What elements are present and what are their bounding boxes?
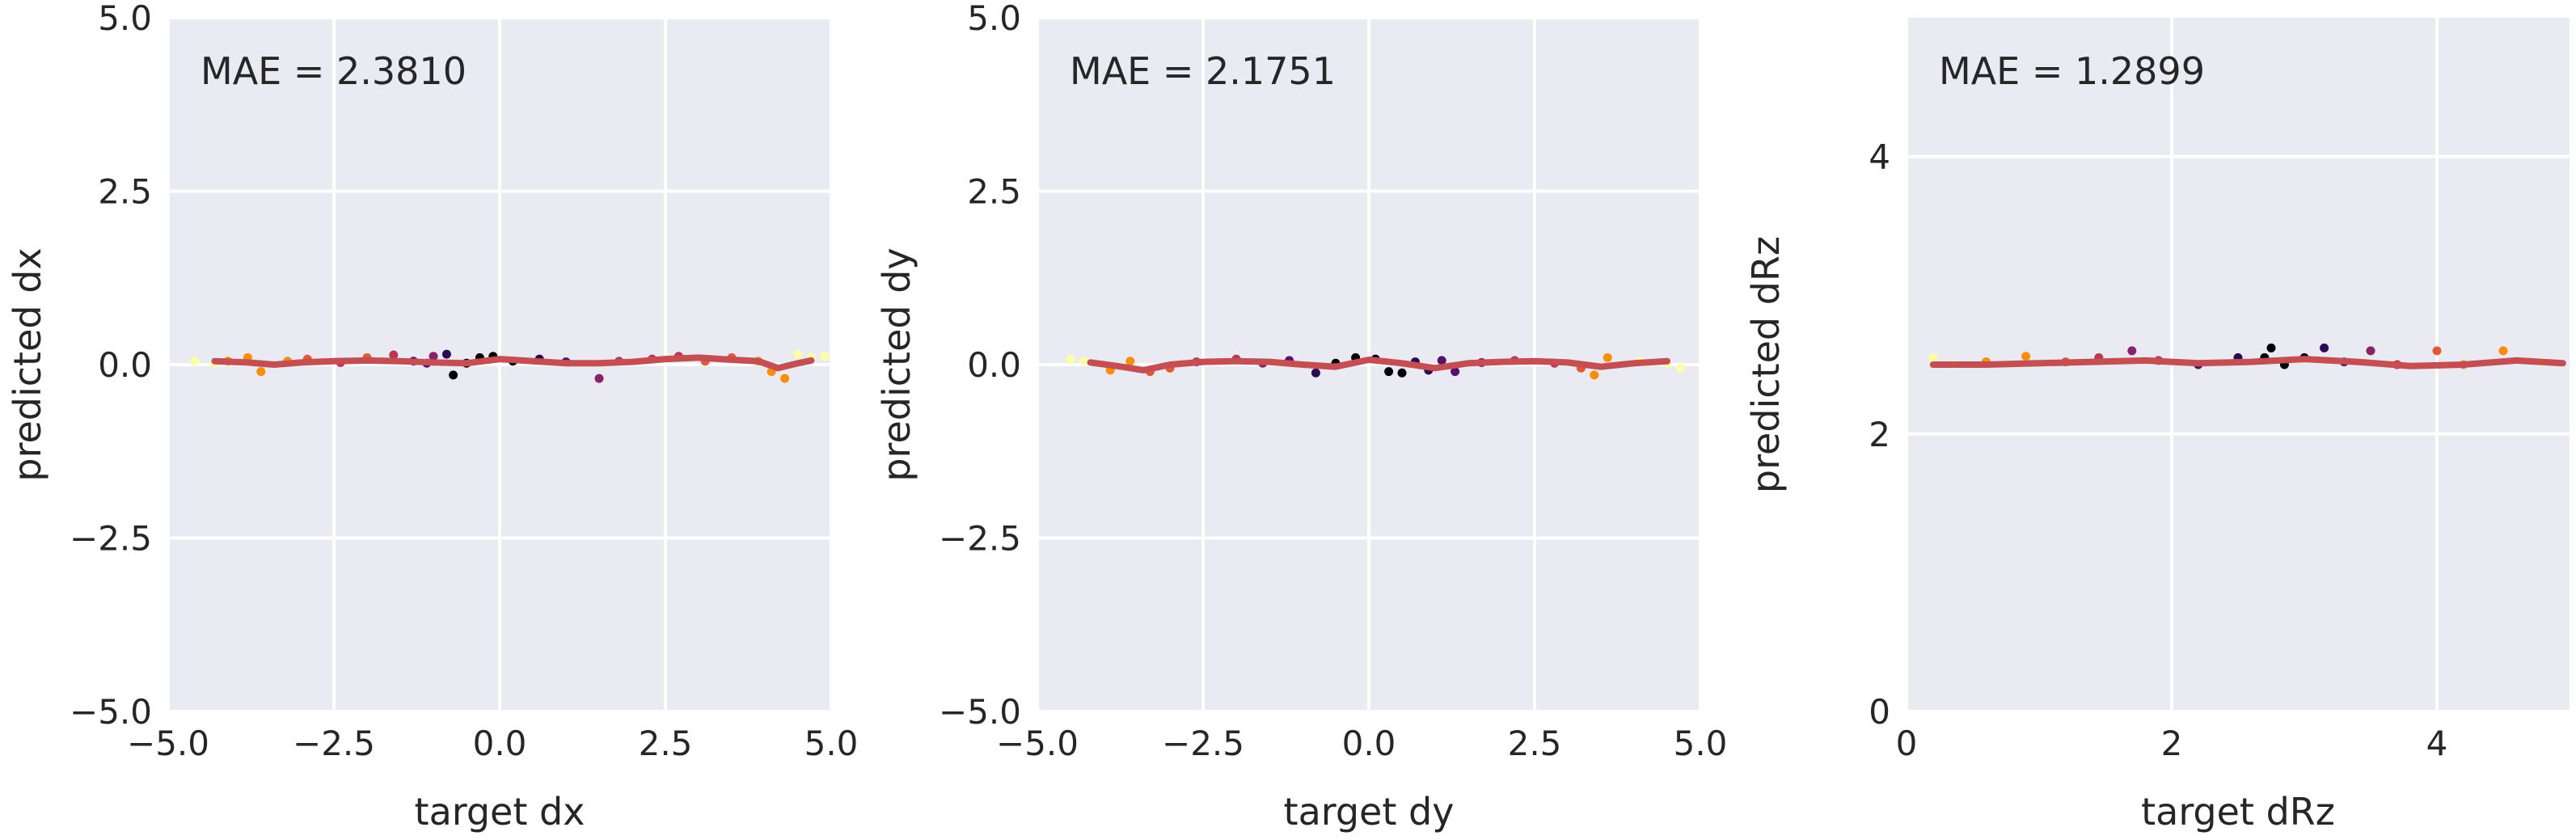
mae-annotation: MAE = 2.1751 [1070, 49, 1336, 93]
x-tick-label: 2.5 [1508, 724, 1562, 763]
scatter-point [1311, 368, 1320, 378]
mae-annotation: MAE = 1.2899 [1939, 49, 2205, 93]
trend-line [1087, 357, 1670, 374]
y-axis-label: predicted dRz [1744, 236, 1788, 493]
scatter-point [1079, 357, 1088, 366]
scatter-point [389, 350, 399, 360]
scatter-point [2127, 346, 2137, 356]
scatter-point [1384, 367, 1394, 377]
y-tick-label: −5.0 [70, 692, 152, 732]
scatter-point [1603, 352, 1612, 362]
scatter-point [793, 349, 803, 359]
scatter-point [1437, 356, 1446, 365]
scatter-point [820, 352, 830, 361]
scatter-point [429, 352, 438, 361]
y-tick-label: −2.5 [939, 519, 1021, 559]
y-axis-label: predicted dy [875, 247, 918, 481]
x-tick-label: 0.0 [1342, 724, 1396, 763]
scatter-point [1928, 352, 1938, 362]
scatter-point [1125, 357, 1135, 366]
x-tick-label: 2.5 [639, 724, 693, 763]
x-tick-label: 2 [2161, 724, 2183, 763]
x-tick-label: 5.0 [1674, 724, 1728, 763]
x-tick-label: −5.0 [996, 724, 1079, 763]
trend-line [1929, 356, 2566, 369]
scatter-point [1675, 363, 1685, 373]
y-tick-label: 2.5 [967, 172, 1021, 212]
x-tick-label: −5.0 [127, 724, 209, 763]
y-tick-label: −5.0 [939, 692, 1021, 732]
scatter-point [2498, 346, 2508, 356]
x-axis-label: target dRz [2141, 790, 2335, 834]
scatter-point [2021, 352, 2031, 361]
y-tick-label: −2.5 [70, 519, 152, 559]
x-tick-label: 0.0 [473, 724, 527, 763]
scatter-point [441, 349, 451, 359]
x-tick-label: 5.0 [804, 724, 859, 763]
y-tick-label: 5.0 [98, 0, 152, 38]
scatter-point [2320, 343, 2329, 352]
scatter-point [1397, 368, 1407, 378]
y-tick-label: 2.5 [98, 172, 152, 212]
scatter-point [2432, 346, 2442, 356]
y-tick-label: 0.0 [98, 345, 152, 385]
scatter-point [780, 374, 790, 383]
scatter-point [449, 370, 458, 380]
x-tick-label: 4 [2426, 724, 2448, 763]
scatter-point [1451, 367, 1460, 377]
x-tick-label: 0 [1896, 724, 1918, 763]
y-tick-label: 4 [1869, 137, 1890, 177]
trend-line [211, 354, 815, 372]
x-tick-label: −2.5 [1162, 724, 1244, 763]
mae-annotation: MAE = 2.3810 [201, 49, 467, 93]
y-tick-label: 5.0 [967, 0, 1021, 38]
scatter-point [1066, 354, 1075, 364]
scatter-point [594, 374, 604, 383]
scatter-point [2266, 343, 2276, 352]
chart-panel-3: 0 2 4 0 2 4 target dRz predicted dRz MAE = 1.289… [1744, 18, 2570, 834]
chart-panel-1: −5.0 −2.5 0.0 2.5 5.0 −5.0 −2.5 0.0 2.5 5.0 target… [6, 0, 858, 834]
scatter-point [2366, 346, 2375, 356]
x-axis-label: target dx [415, 790, 585, 834]
y-tick-label: 0 [1869, 692, 1890, 732]
y-axis-label: predicted dx [6, 247, 49, 481]
chart-panel-2: −5.0 −2.5 0.0 2.5 5.0 −5.0 −2.5 0.0 2.5 5.0 target… [875, 0, 1727, 834]
y-tick-label: 0.0 [967, 345, 1021, 385]
x-tick-label: −2.5 [293, 724, 375, 763]
x-axis-label: target dy [1284, 790, 1455, 834]
scatter-point [1590, 370, 1599, 380]
scatter-point [256, 367, 266, 377]
scatter-point [190, 357, 200, 366]
y-tick-label: 2 [1869, 415, 1890, 454]
